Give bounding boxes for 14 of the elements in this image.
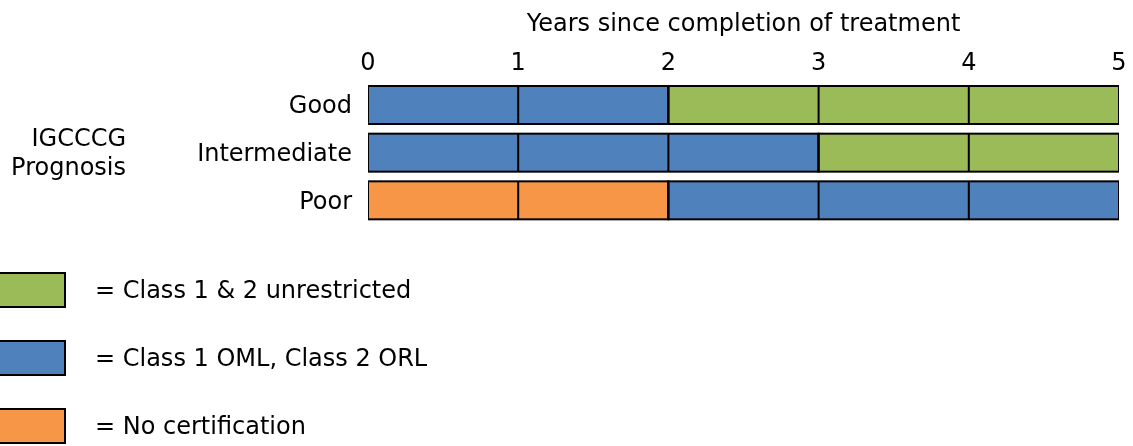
legend-label: = No certification — [95, 412, 306, 440]
x-tick-label: 4 — [961, 48, 977, 76]
y-tick-label: Intermediate — [197, 139, 352, 168]
legend-label: = Class 1 OML, Class 2 ORL — [95, 344, 428, 372]
x-tick-label: 1 — [510, 48, 526, 76]
legend-label: = Class 1 & 2 unrestricted — [95, 276, 412, 304]
x-axis-title: Years since completion of treatment — [525, 9, 961, 37]
x-tick-label: 3 — [810, 48, 827, 76]
y-tick-label: Poor — [299, 186, 353, 215]
y-axis-title: IGCCCG Prognosis — [11, 124, 126, 181]
x-tick-label: 2 — [660, 48, 677, 76]
x-tick-label: 5 — [1111, 48, 1127, 76]
y-tick-label: Good — [288, 91, 352, 120]
x-tick-label: 0 — [360, 48, 376, 76]
